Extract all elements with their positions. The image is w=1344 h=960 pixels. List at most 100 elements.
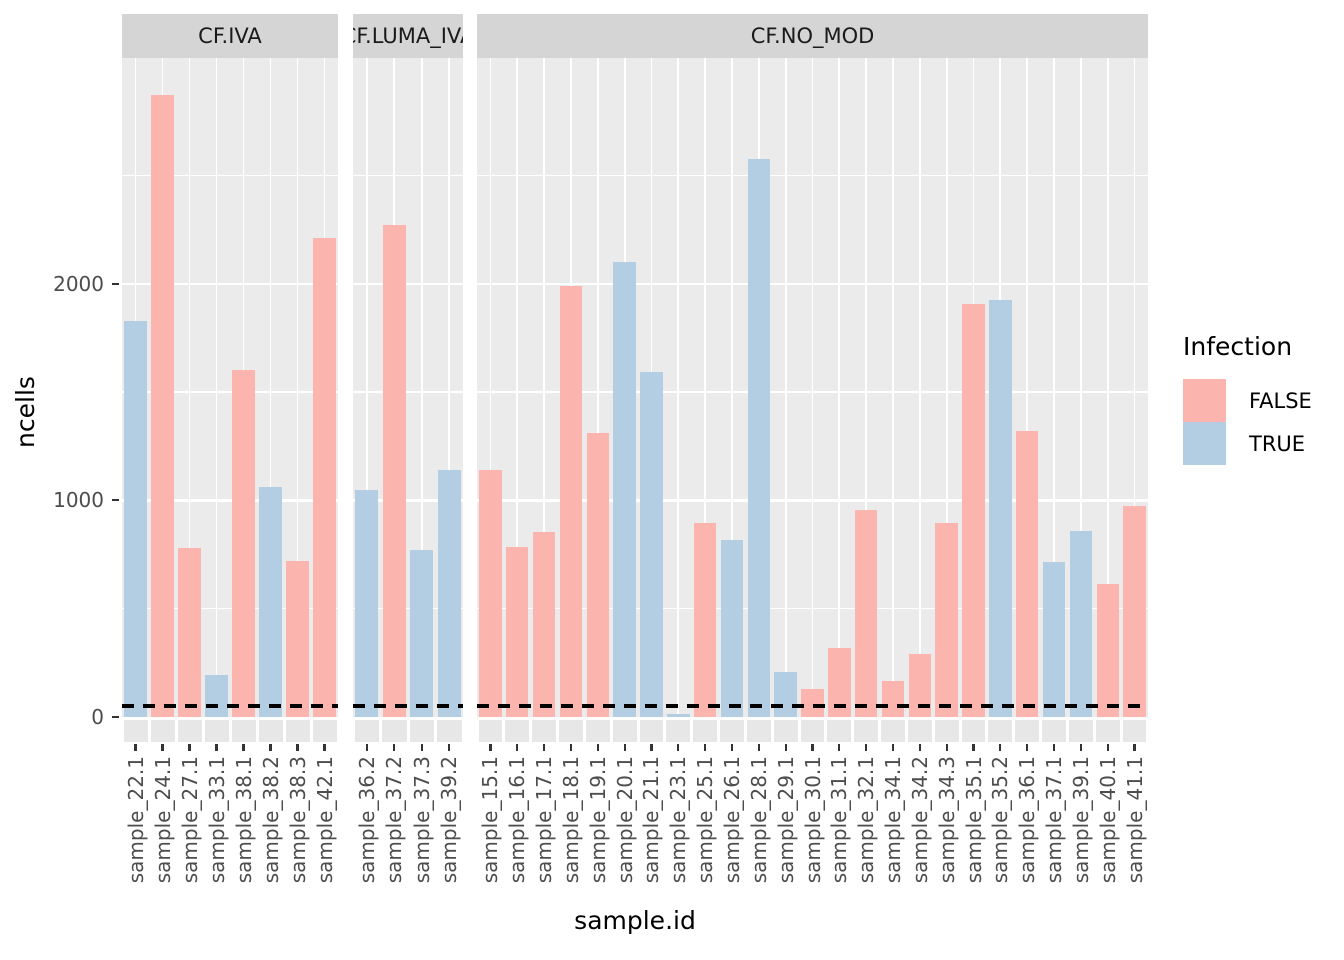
x-tick (623, 744, 626, 751)
x-tick (420, 744, 423, 751)
bar-sample_35.2 (989, 300, 1012, 717)
x-tick-label-text: sample_30.1 (800, 756, 825, 884)
x-gridline (704, 58, 707, 717)
x-gridline (296, 58, 299, 717)
x-tick (757, 744, 760, 751)
x-tick-label-text: sample_28.1 (746, 756, 771, 884)
x-tick-label-text: sample_41.1 (1122, 756, 1147, 884)
x-axis-title: sample.id (574, 906, 696, 935)
x-gridline (1133, 58, 1136, 717)
axis-band-cell (934, 720, 959, 742)
legend-label-false: FALSE (1249, 388, 1312, 413)
bar-sample_23.1 (667, 713, 690, 717)
x-tick-label-text: sample_39.2 (437, 756, 462, 884)
threshold-line (353, 704, 463, 708)
x-tick-label-text: sample_34.1 (881, 756, 906, 884)
bar-sample_37.1 (1042, 562, 1066, 717)
y-gridline-minor (122, 608, 338, 610)
bar-sample_38.1 (232, 370, 255, 717)
x-tick (730, 744, 734, 751)
x-tick-label-text: sample_36.2 (354, 756, 379, 884)
y-tick (112, 715, 119, 719)
y-tick-label: 1000 (53, 488, 104, 513)
axis-band-cell (746, 720, 771, 742)
x-tick-label-text: sample_23.1 (666, 756, 691, 884)
x-tick (543, 744, 546, 751)
x-tick (1026, 744, 1029, 751)
axis-band-cell (666, 720, 691, 742)
y-tick (112, 282, 119, 285)
y-gridline-minor (353, 391, 463, 393)
y-gridline-minor (353, 608, 463, 610)
x-gridline (215, 58, 218, 717)
axis-band-cell (150, 720, 175, 742)
facet-strip-label: CF.LUMA_IVA (353, 24, 463, 48)
facet-panel (353, 58, 463, 717)
x-tick (1106, 744, 1109, 751)
bar-sample_19.1 (586, 433, 609, 717)
bar-sample_33.1 (205, 674, 228, 717)
x-tick (838, 744, 841, 751)
x-tick-label-text: sample_29.1 (773, 756, 798, 884)
x-tick-label-text: sample_26.1 (719, 756, 744, 884)
axis-band-cell (854, 720, 879, 742)
x-gridline (365, 58, 368, 717)
legend-label-true: TRUE (1249, 431, 1306, 456)
axis-band-cell (505, 720, 530, 742)
x-tick (569, 744, 573, 751)
axis-band-cell (354, 720, 379, 742)
x-tick-label-text: sample_16.1 (505, 756, 530, 884)
x-tick-label-text: sample_37.2 (382, 756, 407, 884)
x-gridline (865, 58, 868, 717)
axis-band-cell (988, 720, 1013, 742)
x-tick (296, 744, 299, 751)
x-tick-label-text: sample_35.2 (988, 756, 1013, 884)
axis-band-cell (693, 720, 718, 742)
x-tick (365, 744, 368, 751)
x-tick-label-text: sample_25.1 (693, 756, 718, 884)
x-tick (134, 744, 137, 751)
bar-sample_39.2 (437, 470, 461, 717)
bar-sample_35.1 (962, 304, 985, 717)
x-tick-label-text: sample_33.1 (204, 756, 229, 884)
y-gridline-minor (353, 174, 463, 177)
axis-band-cell (437, 720, 462, 742)
x-tick (650, 744, 653, 751)
x-tick (784, 744, 787, 751)
y-gridline-major (353, 499, 463, 502)
axis-band-cell (961, 720, 986, 742)
x-gridline (838, 58, 841, 717)
y-tick-label: 0 (91, 705, 104, 729)
bar-sample_20.1 (613, 262, 636, 717)
axis-band-cell (1122, 720, 1147, 742)
x-tick-label-text: sample_19.1 (585, 756, 610, 884)
x-tick-label-text: sample_22.1 (123, 756, 148, 884)
bar-sample_28.1 (747, 159, 771, 717)
x-tick (448, 744, 451, 751)
x-tick-label-text: sample_31.1 (827, 756, 852, 884)
bar-sample_15.1 (479, 470, 502, 717)
x-tick-label-text: sample_37.1 (1042, 756, 1067, 884)
legend-item-true: TRUE (1183, 422, 1312, 465)
x-tick-label-text: sample_32.1 (854, 756, 879, 884)
facet-panel (122, 58, 338, 717)
legend-swatch-true (1183, 422, 1226, 465)
x-tick (918, 744, 921, 751)
bar-sample_31.1 (828, 647, 851, 717)
x-tick (516, 744, 519, 751)
x-gridline (918, 58, 921, 717)
bar-sample_39.1 (1069, 530, 1093, 717)
bar-sample_34.1 (881, 681, 905, 717)
x-tick-label-text: sample_27.1 (177, 756, 202, 884)
facet-strip: CF.NO_MOD (477, 14, 1148, 58)
y-gridline-minor (122, 391, 338, 393)
x-gridline (1053, 58, 1055, 717)
bar-sample_37.2 (382, 225, 406, 717)
facet-strip: CF.LUMA_IVA (353, 14, 463, 58)
x-tick (323, 744, 326, 751)
x-gridline (811, 58, 814, 717)
x-tick (215, 744, 218, 751)
legend-item-false: FALSE (1183, 379, 1312, 422)
x-tick-label-text: sample_15.1 (478, 756, 503, 884)
